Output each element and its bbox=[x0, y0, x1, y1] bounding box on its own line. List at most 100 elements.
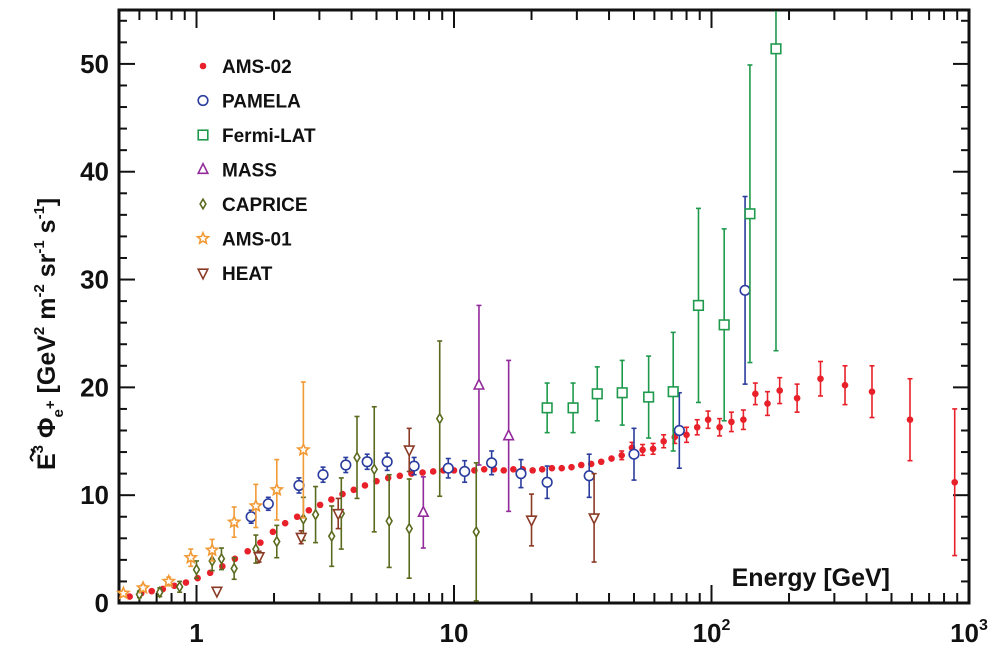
data-point bbox=[226, 514, 242, 529]
data-point bbox=[616, 387, 628, 399]
data-point bbox=[770, 43, 782, 55]
x-tick-label: 1 bbox=[189, 618, 203, 648]
legend-label: HEAT bbox=[222, 264, 273, 285]
data-point bbox=[384, 474, 392, 482]
data-point bbox=[793, 394, 801, 402]
legend-marker bbox=[199, 62, 207, 70]
legend: AMS-02 PAMELA Fermi-LAT MASS CAPRICE AMS-01 HE… bbox=[195, 57, 316, 285]
data-point bbox=[480, 466, 488, 473]
series-fermi-lat bbox=[541, 11, 782, 452]
data-point bbox=[245, 511, 257, 523]
legend-item-caprice: CAPRICE bbox=[199, 195, 308, 216]
data-point bbox=[541, 476, 553, 488]
data-point bbox=[405, 522, 414, 535]
x-axis-title: Energy [GeV] bbox=[732, 564, 890, 592]
y-tick-label: 40 bbox=[80, 157, 109, 187]
legend-marker bbox=[195, 230, 211, 245]
legend-label: MASS bbox=[222, 161, 277, 182]
data-point bbox=[752, 390, 759, 398]
data-point bbox=[408, 460, 420, 472]
legend-label: PAMELA bbox=[222, 92, 301, 113]
data-point bbox=[500, 467, 508, 474]
data-point bbox=[459, 465, 471, 478]
data-point bbox=[667, 386, 679, 398]
data-point bbox=[442, 462, 454, 474]
data-point bbox=[248, 498, 264, 513]
series-heat bbox=[210, 427, 601, 599]
data-point bbox=[148, 587, 156, 595]
data-point bbox=[597, 458, 605, 466]
y-axis-tilde bbox=[29, 448, 35, 462]
data-point bbox=[618, 451, 626, 459]
legend-marker bbox=[199, 197, 207, 211]
data-point bbox=[435, 412, 444, 425]
data-point bbox=[161, 573, 177, 588]
y-tick-label: 20 bbox=[80, 372, 109, 402]
data-point bbox=[316, 501, 324, 509]
data-point bbox=[257, 539, 264, 546]
data-point bbox=[704, 416, 712, 424]
data-point bbox=[683, 431, 690, 439]
data-point bbox=[429, 468, 437, 475]
data-point bbox=[192, 563, 201, 576]
data-point bbox=[361, 482, 369, 489]
data-point bbox=[951, 478, 959, 486]
data-point bbox=[295, 532, 308, 545]
y-axis-title: E3 Φe+ [GeV2 m-2 sr-1 s-1] bbox=[30, 198, 67, 470]
data-point bbox=[293, 479, 305, 492]
data-point bbox=[183, 549, 199, 565]
data-point bbox=[515, 468, 527, 480]
data-point bbox=[353, 451, 361, 464]
y-tick-label: 50 bbox=[80, 49, 109, 79]
data-point bbox=[381, 456, 393, 468]
data-point bbox=[744, 208, 756, 220]
legend-item-fermi-lat: Fermi-LAT bbox=[197, 126, 316, 147]
data-point bbox=[155, 585, 164, 599]
y-tick-label: 10 bbox=[80, 480, 109, 510]
data-series bbox=[115, 11, 959, 602]
legend-item-heat: HEAT bbox=[196, 264, 273, 285]
legend-item-pamela: PAMELA bbox=[197, 92, 301, 113]
data-point bbox=[567, 402, 579, 414]
data-point bbox=[739, 284, 751, 296]
data-point bbox=[182, 579, 190, 586]
data-point bbox=[841, 381, 849, 389]
y-tick-label: 30 bbox=[80, 265, 109, 295]
legend-label: AMS-01 bbox=[222, 230, 292, 251]
data-point bbox=[817, 375, 824, 383]
data-point bbox=[269, 528, 277, 536]
x-tick-label: 10 bbox=[440, 618, 469, 648]
data-point bbox=[588, 513, 601, 526]
legend-label: Fermi-LAT bbox=[222, 126, 316, 147]
data-point bbox=[558, 464, 566, 472]
data-point bbox=[210, 586, 223, 599]
data-point bbox=[510, 466, 517, 473]
x-tick-label: 102 bbox=[693, 617, 731, 648]
data-point bbox=[370, 462, 379, 476]
legend-label: AMS-02 bbox=[222, 57, 292, 78]
data-point bbox=[649, 445, 657, 453]
data-point bbox=[673, 424, 685, 437]
data-point bbox=[583, 470, 595, 482]
data-point bbox=[639, 446, 646, 454]
data-point bbox=[693, 423, 701, 431]
data-point bbox=[628, 448, 640, 460]
data-point bbox=[906, 416, 914, 424]
legend-marker bbox=[197, 94, 209, 107]
legend-item-ams-02: AMS-02 bbox=[199, 57, 292, 78]
data-point bbox=[538, 466, 546, 473]
data-point bbox=[204, 542, 220, 557]
series-ams-01 bbox=[115, 381, 311, 600]
data-point bbox=[244, 547, 251, 555]
data-point bbox=[417, 504, 430, 518]
data-point bbox=[295, 442, 311, 457]
data-point bbox=[868, 388, 876, 395]
data-point bbox=[486, 457, 498, 469]
data-point bbox=[525, 515, 538, 528]
data-point bbox=[317, 469, 329, 481]
data-point bbox=[660, 437, 667, 445]
data-point bbox=[311, 508, 320, 521]
data-point bbox=[472, 525, 481, 539]
legend-item-ams-01: AMS-01 bbox=[195, 230, 292, 251]
data-point bbox=[716, 423, 723, 431]
